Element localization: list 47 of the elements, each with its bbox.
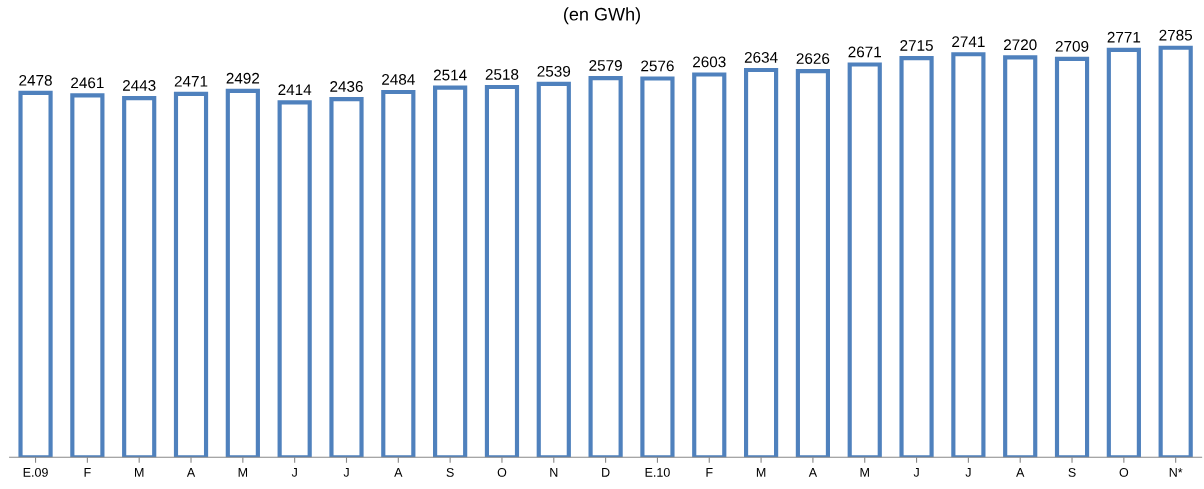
x-tick-label: N* (1169, 468, 1183, 477)
x-tick-label: F (84, 468, 91, 477)
x-tick-label: S (1068, 467, 1076, 477)
data-label: 2671 (848, 46, 881, 58)
x-tick-label: E.10 (645, 467, 670, 477)
x-tick-label: F (706, 468, 713, 477)
x-tick-label: N (550, 468, 558, 477)
chart-title: (en GWh) (564, 7, 641, 25)
x-tick-label: M (238, 468, 248, 477)
x-tick-label: A (1016, 468, 1025, 477)
data-label: 2709 (1055, 40, 1089, 52)
data-label: 2436 (330, 81, 363, 92)
data-label: 2478 (19, 74, 52, 86)
x-tick-label: J (913, 468, 919, 477)
x-tick-label: J (965, 468, 971, 477)
x-tick-label: A (186, 468, 196, 477)
data-label: 2626 (796, 53, 830, 64)
data-label: 2576 (641, 60, 674, 72)
data-label: 2603 (693, 56, 726, 68)
data-label: 2492 (226, 72, 260, 84)
data-label: 2715 (900, 40, 933, 51)
x-tick-label: D (602, 468, 610, 477)
data-label: 2471 (174, 75, 208, 87)
data-label: 2518 (485, 69, 519, 80)
x-tick-label: A (394, 468, 403, 477)
data-label: 2484 (382, 74, 415, 85)
x-tick-label: A (808, 468, 818, 477)
x-tick-label: J (343, 468, 349, 477)
data-label: 2514 (433, 69, 467, 81)
x-tick-label: M (135, 468, 144, 477)
data-label: 2741 (952, 36, 985, 47)
data-label: 2771 (1107, 31, 1141, 43)
x-tick-label: M (756, 468, 766, 477)
x-tick-label: O (497, 467, 507, 477)
data-label: 2634 (744, 51, 778, 63)
x-tick-label: M (860, 468, 869, 477)
x-tick-label: E.09 (23, 467, 48, 477)
data-label: 2579 (589, 60, 622, 71)
data-label: 2414 (278, 84, 312, 95)
x-tick-label: S (446, 467, 454, 477)
data-label: 2785 (1159, 29, 1193, 41)
x-tick-label: J (291, 468, 297, 477)
x-tick-label: O (1119, 467, 1129, 477)
data-label: 2443 (122, 80, 156, 91)
data-label: 2539 (537, 65, 571, 77)
data-label: 2461 (71, 77, 104, 89)
data-label: 2720 (1003, 39, 1037, 51)
